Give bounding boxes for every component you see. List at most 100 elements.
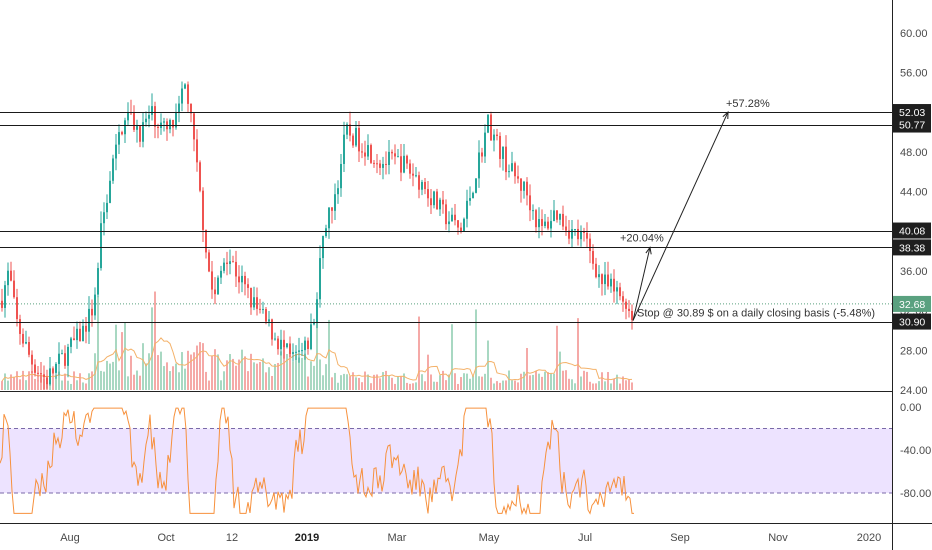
candle-body: [253, 297, 255, 308]
volume-bar: [463, 373, 465, 390]
volume-bar: [121, 332, 123, 390]
volume-bar: [562, 370, 564, 390]
volume-bar: [352, 372, 354, 390]
candle-body: [79, 328, 81, 342]
candle-body: [277, 338, 279, 350]
candle-body: [607, 274, 609, 287]
candle-body: [1, 300, 3, 308]
volume-bar: [418, 316, 420, 390]
volume-bar: [277, 362, 279, 390]
candle-body: [508, 171, 510, 173]
candle-body: [223, 262, 225, 271]
candle-body: [457, 220, 459, 228]
oscillator-band: [0, 428, 892, 493]
volume-bar: [235, 365, 237, 390]
candle-body: [631, 310, 633, 320]
volume-bar: [361, 382, 363, 390]
volume-bar: [397, 376, 399, 390]
volume-bar: [427, 354, 429, 390]
volume-bar: [541, 376, 543, 390]
volume-bar: [445, 380, 447, 390]
candle-body: [619, 287, 621, 297]
candle-body: [259, 308, 261, 310]
price-tag: [893, 239, 931, 256]
candle-body: [535, 210, 537, 228]
candle-body: [568, 230, 570, 239]
candle-body: [106, 202, 108, 213]
candle-body: [64, 353, 66, 366]
volume-bar: [82, 382, 84, 390]
volume-bar: [319, 359, 321, 390]
volume-bar: [439, 375, 441, 390]
volume-bar: [505, 380, 507, 390]
volume-bar: [7, 380, 9, 390]
volume-bar: [493, 383, 495, 390]
volume-bar: [478, 376, 480, 390]
volume-bar: [568, 378, 570, 390]
oscillator-tick-label: 0.00: [900, 402, 921, 414]
candle-body: [565, 226, 567, 231]
arrow-head: [722, 110, 729, 120]
arrow-head: [645, 246, 652, 255]
candle-body: [67, 346, 69, 366]
price-tag: [893, 222, 931, 239]
volume-bar: [550, 373, 552, 390]
volume-bar: [469, 378, 471, 390]
volume-bar: [529, 375, 531, 390]
candle-body: [202, 190, 204, 230]
volume-bar: [451, 324, 453, 390]
volume-bar: [490, 377, 492, 390]
candle-body: [553, 210, 555, 222]
candle-body: [625, 301, 627, 309]
candle-body: [484, 132, 486, 157]
volume-bar: [91, 371, 93, 390]
volume-bar: [460, 377, 462, 390]
volume-bar: [382, 372, 384, 390]
volume-bar: [403, 373, 405, 390]
volume-bar: [448, 374, 450, 390]
candle-body: [577, 228, 579, 240]
time-tick-label: Oct: [157, 532, 174, 544]
volume-bar: [625, 380, 627, 390]
volume-bar: [253, 362, 255, 390]
candle-body: [355, 127, 357, 146]
candle-body: [352, 135, 354, 146]
price-tag-label: 50.77: [899, 120, 925, 132]
volume-bar: [241, 349, 243, 390]
volume-bar: [556, 325, 558, 390]
volume-bar: [16, 371, 18, 390]
volume-bar: [19, 379, 21, 390]
candle-body: [571, 229, 573, 239]
volume-bar: [535, 370, 537, 390]
volume-bar: [106, 360, 108, 390]
candle-body: [163, 121, 165, 123]
time-tick-label: Nov: [768, 532, 788, 544]
candle-body: [430, 198, 432, 206]
candle-body: [310, 324, 312, 349]
candle-body: [448, 221, 450, 225]
candle-body: [385, 163, 387, 166]
candle-body: [280, 339, 282, 350]
volume-bar: [301, 357, 303, 390]
candle-body: [7, 270, 9, 286]
candle-body: [628, 308, 630, 311]
volume-bar: [412, 383, 414, 390]
candle-body: [511, 163, 513, 172]
candle-body: [460, 227, 462, 232]
volume-bar: [571, 379, 573, 390]
volume-bar: [271, 375, 273, 390]
volume-bar: [331, 377, 333, 390]
candle-body: [214, 289, 216, 295]
candle-body: [286, 343, 288, 348]
volume-bar: [340, 375, 342, 390]
volume-bar: [496, 381, 498, 390]
volume-bar: [127, 376, 129, 390]
candle-body: [94, 294, 96, 316]
volume-bar: [163, 366, 165, 390]
volume-bar: [223, 371, 225, 390]
volume-bar: [346, 374, 348, 390]
candle-body: [487, 114, 489, 133]
candle-body: [409, 163, 411, 174]
volume-bar: [307, 376, 309, 390]
